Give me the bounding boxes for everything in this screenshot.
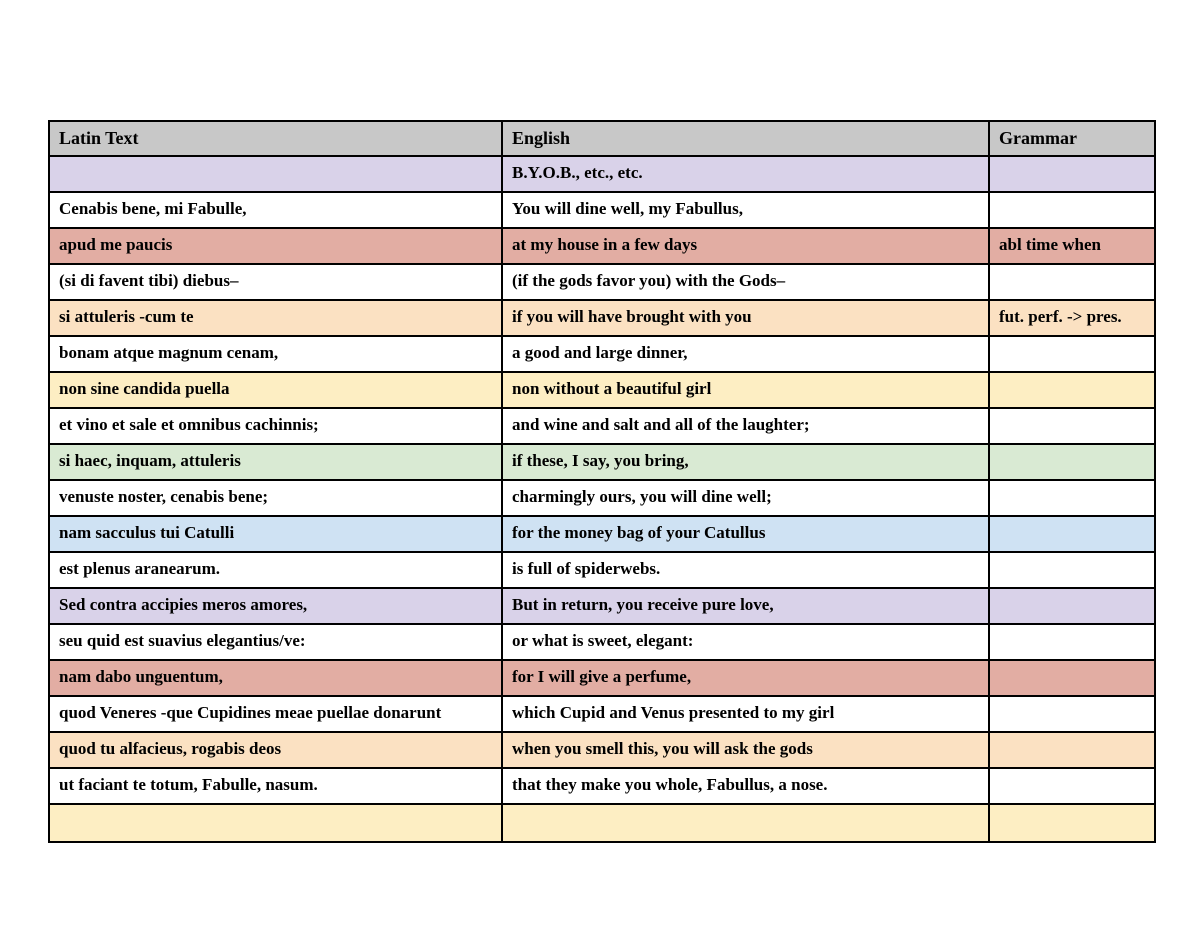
column-header-latin: Latin Text	[48, 120, 503, 157]
table-row: ut faciant te totum, Fabulle, nasum. that…	[48, 767, 1156, 805]
grammar-cell	[988, 335, 1156, 373]
table-row: bonam atque magnum cenam, a good and larg…	[48, 335, 1156, 373]
grammar-cell	[988, 695, 1156, 733]
latin-cell: quod Veneres -que Cupidines meae puellae…	[48, 695, 503, 733]
latin-cell: quod tu alfacieus, rogabis deos	[48, 731, 503, 769]
grammar-cell	[988, 407, 1156, 445]
table-row: venuste noster, cenabis bene; charmingly …	[48, 479, 1156, 517]
grammar-cell	[988, 515, 1156, 553]
table-body: B.Y.O.B., etc., etc. Cenabis bene, mi Fab…	[48, 155, 1156, 843]
latin-cell: apud me paucis	[48, 227, 503, 265]
english-cell: or what is sweet, elegant:	[501, 623, 990, 661]
table-row: nam sacculus tui Catulli for the money ba…	[48, 515, 1156, 553]
grammar-cell	[988, 659, 1156, 697]
english-cell: if you will have brought with you	[501, 299, 990, 337]
grammar-cell	[988, 443, 1156, 481]
grammar-cell	[988, 731, 1156, 769]
english-cell: for the money bag of your Catullus	[501, 515, 990, 553]
english-cell: and wine and salt and all of the laughte…	[501, 407, 990, 445]
grammar-cell	[988, 803, 1156, 843]
latin-cell: nam dabo unguentum,	[48, 659, 503, 697]
grammar-cell	[988, 551, 1156, 589]
grammar-cell	[988, 263, 1156, 301]
table-row: apud me paucis at my house in a few days a…	[48, 227, 1156, 265]
latin-cell: ut faciant te totum, Fabulle, nasum.	[48, 767, 503, 805]
latin-cell: Cenabis bene, mi Fabulle,	[48, 191, 503, 229]
english-cell	[501, 803, 990, 843]
english-cell: for I will give a perfume,	[501, 659, 990, 697]
latin-cell: est plenus aranearum.	[48, 551, 503, 589]
table-row: est plenus aranearum. is full of spiderwe…	[48, 551, 1156, 589]
latin-cell: non sine candida puella	[48, 371, 503, 409]
table-row: B.Y.O.B., etc., etc.	[48, 155, 1156, 193]
grammar-cell	[988, 479, 1156, 517]
latin-cell	[48, 803, 503, 843]
table-row: si attuleris -cum te if you will have bro…	[48, 299, 1156, 337]
latin-cell: si attuleris -cum te	[48, 299, 503, 337]
table-header-row: Latin Text English Grammar	[48, 120, 1156, 157]
english-cell: non without a beautiful girl	[501, 371, 990, 409]
english-cell: is full of spiderwebs.	[501, 551, 990, 589]
english-cell: You will dine well, my Fabullus,	[501, 191, 990, 229]
english-cell: charmingly ours, you will dine well;	[501, 479, 990, 517]
table-row: et vino et sale et omnibus cachinnis; and…	[48, 407, 1156, 445]
english-cell: a good and large dinner,	[501, 335, 990, 373]
table-row: nam dabo unguentum, for I will give a per…	[48, 659, 1156, 697]
english-cell: at my house in a few days	[501, 227, 990, 265]
latin-cell	[48, 155, 503, 193]
latin-cell: et vino et sale et omnibus cachinnis;	[48, 407, 503, 445]
english-cell: B.Y.O.B., etc., etc.	[501, 155, 990, 193]
english-cell: that they make you whole, Fabullus, a no…	[501, 767, 990, 805]
table-row: quod Veneres -que Cupidines meae puellae…	[48, 695, 1156, 733]
grammar-cell	[988, 623, 1156, 661]
latin-cell: bonam atque magnum cenam,	[48, 335, 503, 373]
latin-cell: (si di favent tibi) diebus–	[48, 263, 503, 301]
latin-cell: si haec, inquam, attuleris	[48, 443, 503, 481]
table-row: Cenabis bene, mi Fabulle, You will dine w…	[48, 191, 1156, 229]
english-cell: But in return, you receive pure love,	[501, 587, 990, 625]
grammar-cell	[988, 767, 1156, 805]
latin-translation-table: Latin Text English Grammar B.Y.O.B., etc…	[48, 120, 1156, 843]
grammar-cell	[988, 371, 1156, 409]
grammar-cell	[988, 191, 1156, 229]
column-header-english: English	[501, 120, 990, 157]
grammar-cell: fut. perf. -> pres.	[988, 299, 1156, 337]
latin-cell: nam sacculus tui Catulli	[48, 515, 503, 553]
latin-cell: seu quid est suavius elegantius/ve:	[48, 623, 503, 661]
column-header-grammar: Grammar	[988, 120, 1156, 157]
english-cell: (if the gods favor you) with the Gods–	[501, 263, 990, 301]
english-cell: when you smell this, you will ask the go…	[501, 731, 990, 769]
grammar-cell	[988, 155, 1156, 193]
grammar-cell	[988, 587, 1156, 625]
grammar-cell: abl time when	[988, 227, 1156, 265]
latin-cell: venuste noster, cenabis bene;	[48, 479, 503, 517]
latin-cell: Sed contra accipies meros amores,	[48, 587, 503, 625]
table-row	[48, 803, 1156, 843]
english-cell: if these, I say, you bring,	[501, 443, 990, 481]
table-row: seu quid est suavius elegantius/ve: or wh…	[48, 623, 1156, 661]
table-row: si haec, inquam, attuleris if these, I sa…	[48, 443, 1156, 481]
table-row: non sine candida puella non without a bea…	[48, 371, 1156, 409]
table-row: Sed contra accipies meros amores, But in …	[48, 587, 1156, 625]
table-row: (si di favent tibi) diebus– (if the gods …	[48, 263, 1156, 301]
english-cell: which Cupid and Venus presented to my gi…	[501, 695, 990, 733]
table-row: quod tu alfacieus, rogabis deos when you …	[48, 731, 1156, 769]
